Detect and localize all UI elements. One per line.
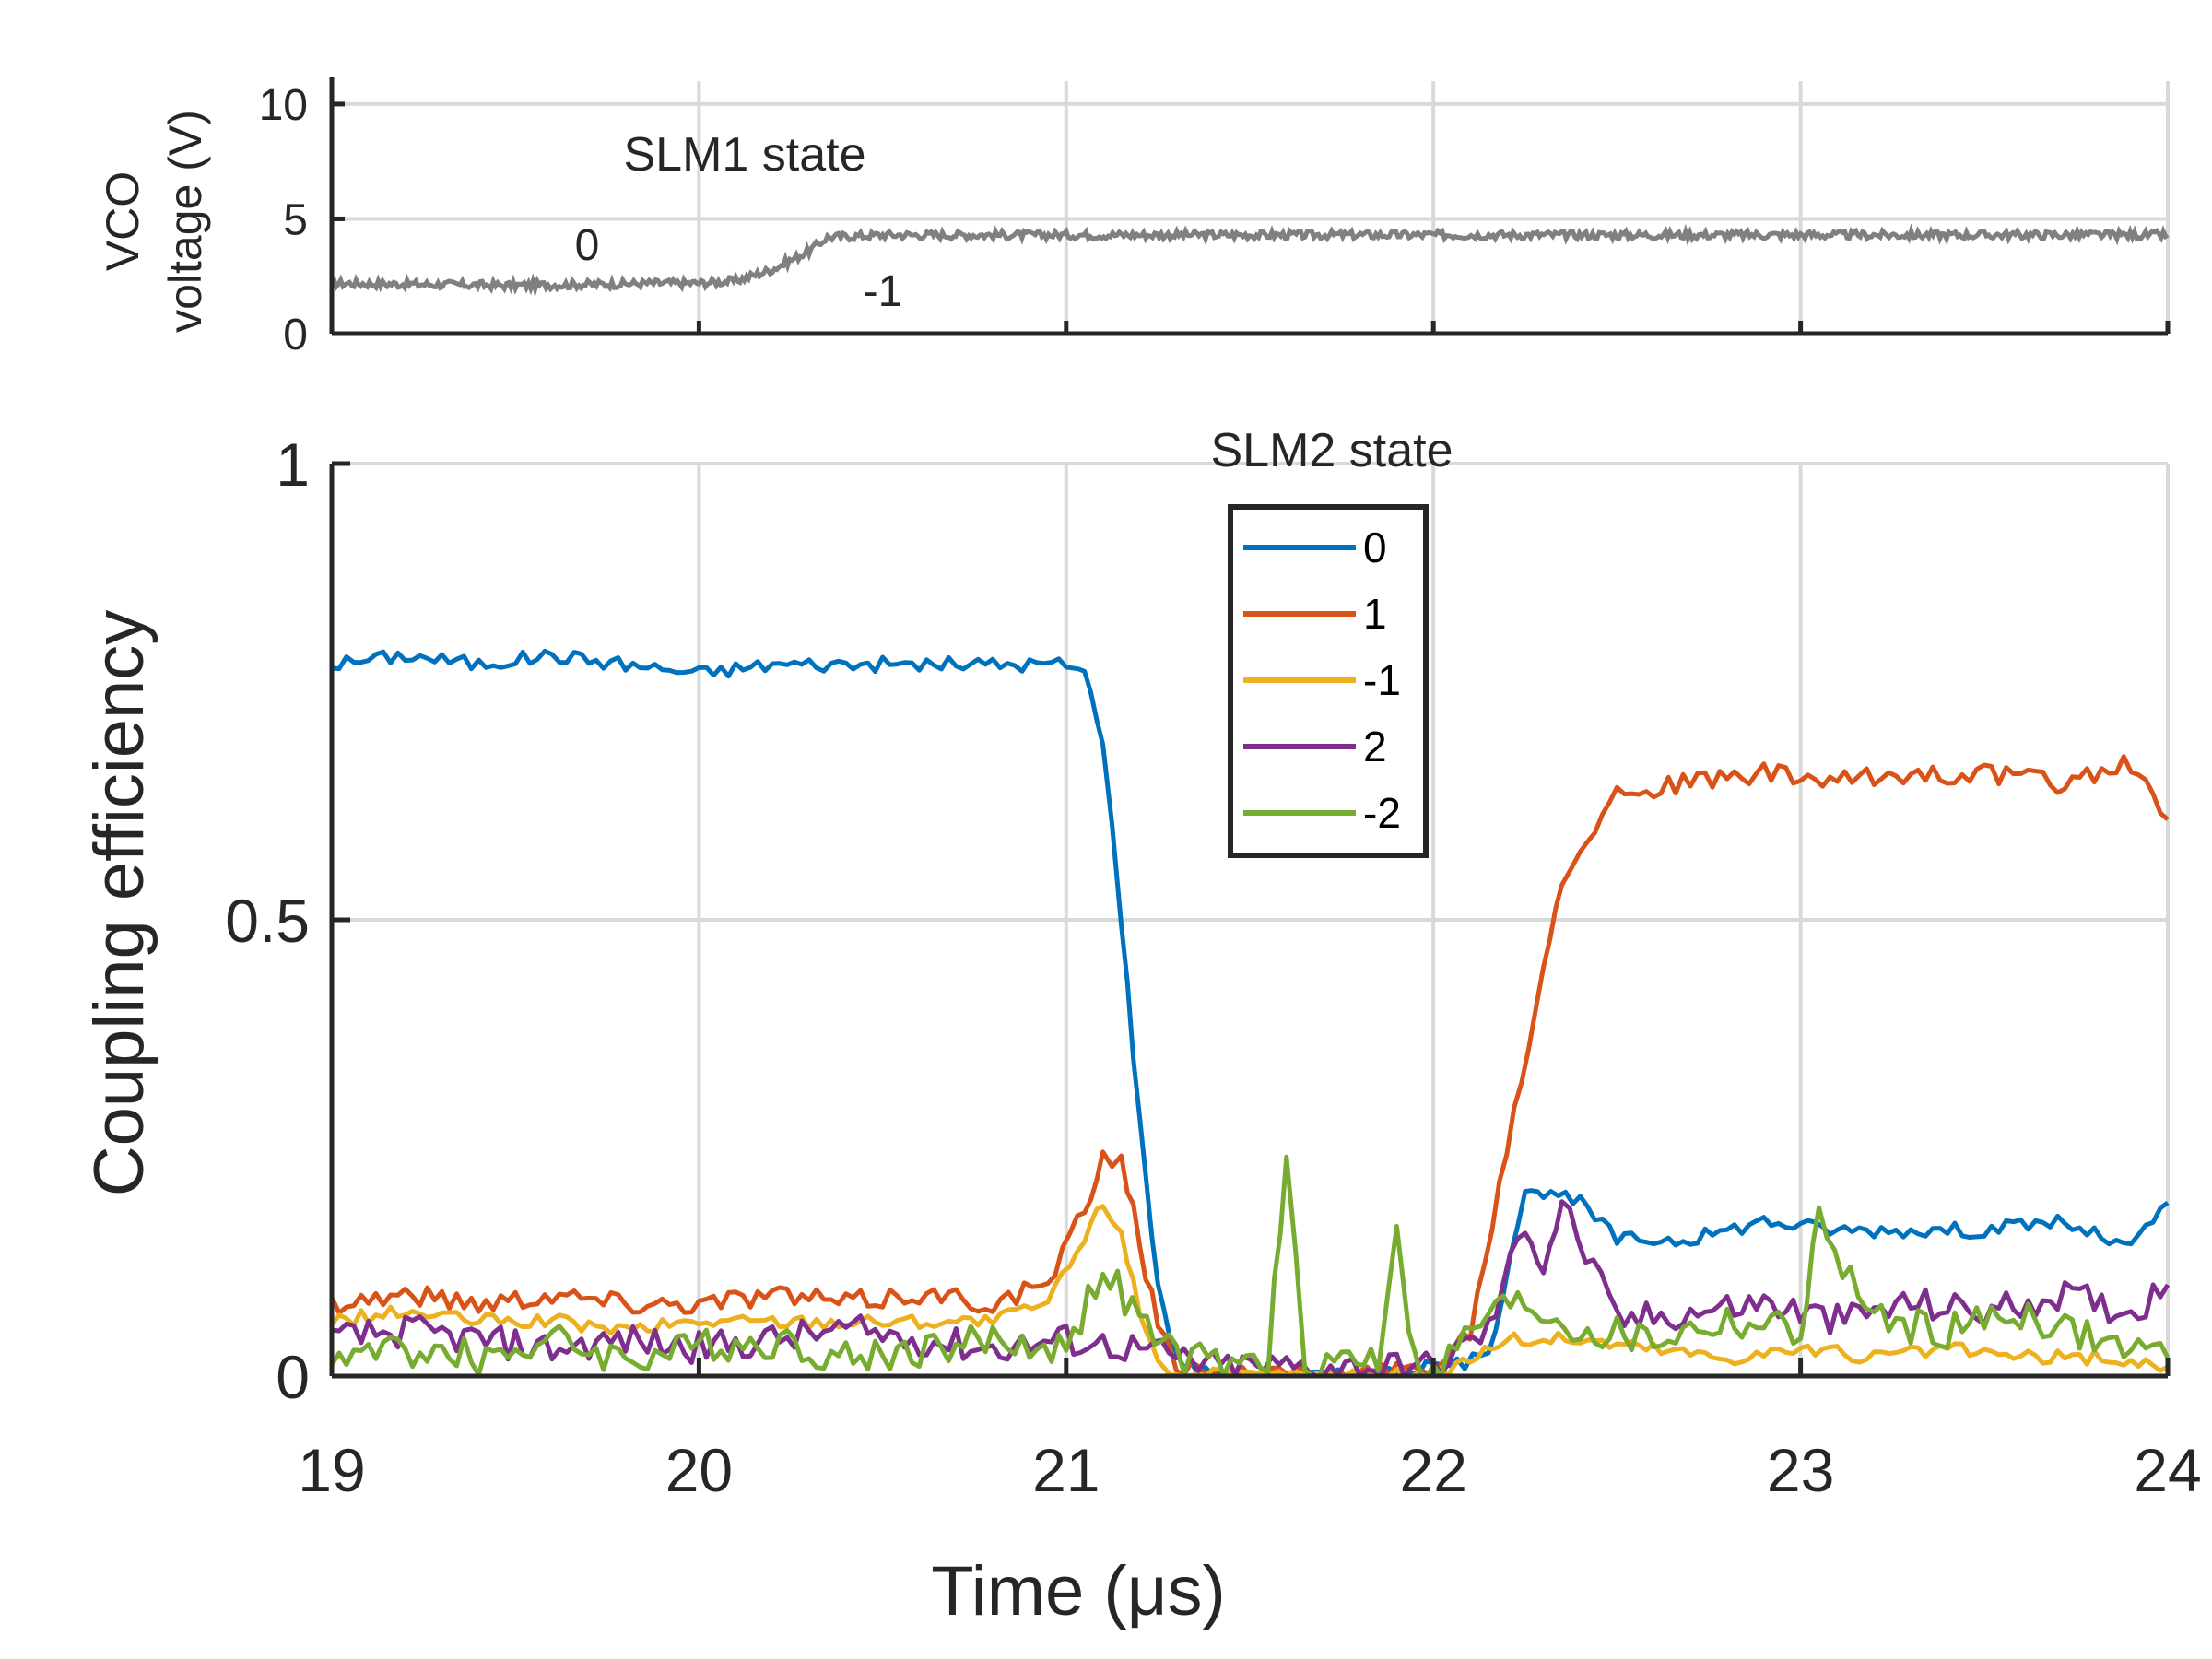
vco-grid — [330, 81, 2170, 335]
x-tick-label-2: 21 — [1032, 1436, 1100, 1504]
x-axis-label: Time (μs) — [931, 1552, 1226, 1630]
slm1-state-title: SLM1 state — [623, 128, 865, 182]
vco-axes — [329, 77, 2171, 336]
legend-label--2: -2 — [1363, 789, 1401, 837]
y-axis-label: Coupling efficiency — [80, 610, 159, 1197]
y-tick-labels: 00.51 — [225, 430, 310, 1411]
series-line--1 — [330, 1204, 2170, 1379]
vco-y-tick-label-2: 10 — [259, 81, 308, 130]
legend-label--1: -1 — [1363, 656, 1401, 704]
x-tick-label-5: 24 — [2134, 1436, 2201, 1504]
legend-label-2: 2 — [1363, 723, 1387, 771]
vco-y-tick-labels: 0 5 10 — [259, 81, 308, 359]
coupling-efficiency-panel: 19 20 21 22 23 24 00.51 Time (μs) Coupling ef… — [80, 424, 2202, 1630]
legend-label-0: 0 — [1363, 524, 1387, 571]
series-line--2 — [329, 1154, 2171, 1379]
x-tick-label-0: 19 — [298, 1436, 365, 1504]
x-tick-label-3: 22 — [1399, 1436, 1466, 1504]
y-tick-label-2: 1 — [276, 430, 310, 499]
legend-title: SLM2 state — [1210, 424, 1453, 477]
vco-voltage-line — [331, 223, 2170, 298]
vco-ylabel-line1: VCO — [97, 171, 148, 271]
legend-label-1: 1 — [1363, 590, 1387, 638]
vco-voltage-panel: 0 5 10 VCO voltage (V) SLM1 state 0 -1 — [97, 77, 2171, 359]
slm1-state-minus1-label: -1 — [864, 267, 903, 316]
vco-y-tick-label-1: 5 — [283, 195, 308, 244]
x-tick-labels: 19 20 21 22 23 24 — [298, 1436, 2201, 1504]
vco-ylabel-line2: voltage (V) — [159, 110, 211, 333]
y-tick-label-1: 0.5 — [225, 887, 310, 955]
x-tick-label-4: 23 — [1767, 1436, 1834, 1504]
vco-series — [331, 223, 2170, 298]
y-tick-label-0: 0 — [276, 1343, 310, 1411]
x-tick-label-1: 20 — [665, 1436, 733, 1504]
vco-y-tick-label-0: 0 — [283, 311, 308, 359]
legend: 0 1 -1 2 -2 — [1228, 504, 1429, 858]
slm1-state-0-label: 0 — [575, 221, 600, 270]
series-line-2 — [331, 1199, 2171, 1379]
coupling-axes — [329, 461, 2171, 1379]
